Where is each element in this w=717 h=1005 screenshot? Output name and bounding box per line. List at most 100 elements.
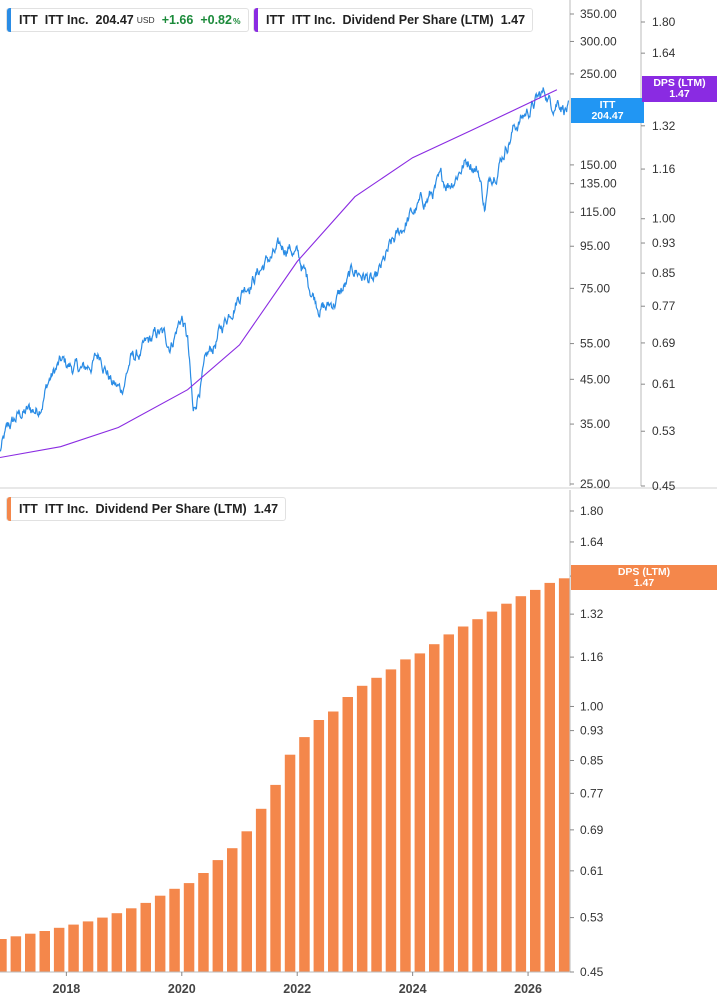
dps-bar-27 [385, 669, 397, 972]
dps-top-tick-label: 0.93 [652, 236, 676, 250]
x-tick-label: 2018 [52, 982, 80, 996]
dps-bar-12 [169, 888, 180, 972]
dps-bottom-tick-label: 0.69 [580, 823, 604, 837]
dps-bar-6 [82, 921, 94, 972]
x-tick-label: 2026 [514, 982, 542, 996]
dps-top-tick-label: 1.80 [652, 15, 676, 29]
dps-bar-29 [414, 653, 426, 972]
dps-bar-21 [299, 737, 310, 972]
legend-price-pct-sign: % [232, 16, 241, 26]
legend-price-value: 204.47 [95, 13, 134, 27]
dps-bar-11 [154, 895, 166, 972]
dps-bar-19 [270, 784, 281, 972]
legend-dps-bottom-ticker: ITT [19, 502, 38, 516]
legend-price-company: ITT Inc. [44, 13, 89, 27]
dps-tag-top-value: 1.47 [669, 88, 690, 100]
price-tag-label: ITT [599, 98, 616, 111]
dps-bottom-tick-label: 0.45 [580, 965, 604, 979]
dps-top-tick-label: 1.64 [652, 46, 676, 60]
dps-bar-31 [443, 634, 454, 972]
dps-tag-bottom-label: DPS (LTM) [617, 565, 671, 578]
legend-dps-top-metric: Dividend Per Share (LTM) [342, 13, 494, 27]
dps-bottom-tick-label: 0.53 [580, 911, 604, 925]
price-tick-label: 300.00 [580, 34, 617, 48]
dps-bar-39 [558, 578, 570, 972]
dps-top-tick-label: 0.77 [652, 299, 676, 313]
dps-bar-26 [371, 677, 382, 972]
dps-bar-4 [53, 927, 65, 972]
dps-bar-16 [227, 848, 238, 972]
dps-bar-37 [530, 589, 541, 972]
dps-bar-32 [457, 626, 469, 972]
dps-bar-13 [183, 883, 195, 972]
dps-bar-5 [68, 924, 79, 972]
dps-bar-25 [356, 685, 368, 972]
dps-tag-bottom-value: 1.47 [633, 576, 655, 589]
dps-bottom-tick-label: 0.85 [580, 754, 604, 768]
dps-bar-10 [140, 902, 151, 972]
price-tick-label: 75.00 [580, 281, 610, 295]
dps-bar-17 [241, 831, 252, 972]
dps-top-tick-label: 1.32 [652, 119, 676, 133]
dps-bottom-tick-label: 1.16 [580, 650, 604, 664]
legend-dps-bottom-company: ITT Inc. [44, 502, 89, 516]
legend-price-change: +1.66 [161, 13, 194, 27]
dps-bar-9 [126, 908, 137, 972]
price-tag: ITT 204.47 [571, 98, 644, 123]
legend-price-ticker: ITT [19, 13, 38, 27]
top-price-pane [0, 87, 570, 459]
price-tick-label: 55.00 [580, 337, 610, 351]
dps-bottom-tick-label: 1.00 [580, 699, 604, 713]
price-tick-label: 250.00 [580, 67, 617, 81]
dps-bar-18 [255, 808, 267, 972]
legend-dps-bottom-metric: Dividend Per Share (LTM) [95, 502, 247, 516]
dps-bar-30 [429, 644, 440, 972]
legend-dps-bottom[interactable]: ITT ITT Inc. Dividend Per Share (LTM) 1.… [6, 497, 287, 521]
dps-bottom-tick-label: 1.80 [580, 504, 604, 518]
dps-bottom-tick-label: 1.64 [580, 535, 604, 549]
dps-tag-top: DPS (LTM) 1.47 [642, 76, 717, 102]
price-tick-label: 25.00 [580, 477, 610, 491]
dps-bar-0 [0, 939, 7, 972]
dps-tag-bottom: DPS (LTM) 1.47 [571, 565, 717, 590]
dps-top-tick-label: 0.85 [652, 266, 676, 280]
dps-bar-24 [342, 697, 353, 972]
legend-dps-top-company: ITT Inc. [291, 13, 336, 27]
legend-dps-bottom-color [7, 497, 11, 521]
dps-bar-15 [212, 860, 224, 972]
price-tick-label: 45.00 [580, 372, 610, 386]
dps-bottom-tick-label: 1.32 [580, 607, 604, 621]
price-tick-label: 115.00 [580, 205, 616, 219]
dps-top-tick-label: 0.69 [652, 336, 676, 350]
dps-bar-8 [111, 913, 123, 972]
legend-dps-top-color [254, 8, 258, 32]
dps-tag-top-label: DPS (LTM) [653, 77, 706, 89]
x-tick-label: 2024 [399, 982, 427, 996]
dps-top-tick-label: 1.16 [652, 162, 676, 176]
dps-bar-14 [198, 873, 209, 972]
legend-dps-bottom-value: 1.47 [253, 502, 279, 516]
legend-price-currency: USD [136, 15, 155, 25]
legend-price-change-pct-value: +0.82 [200, 13, 232, 27]
dps-bar-3 [39, 931, 50, 972]
dps-top-tick-label: 0.53 [652, 424, 676, 438]
x-tick-label: 2022 [283, 982, 311, 996]
dps-bar-28 [400, 659, 411, 972]
price-tick-label: 350.00 [580, 7, 617, 21]
dps-bar-22 [313, 720, 325, 972]
price-tick-label: 150.00 [580, 158, 617, 172]
legend-dps-top-ticker: ITT [266, 13, 285, 27]
legend-dps-top-value: 1.47 [500, 13, 526, 27]
dps-bar-35 [501, 603, 512, 972]
dps-bar-34 [486, 611, 498, 972]
legend-price[interactable]: ITT ITT Inc. 204.47 USD +1.66 +0.82% [6, 8, 249, 32]
dps-bar-38 [544, 582, 555, 972]
dps-bottom-tick-label: 0.77 [580, 786, 604, 800]
legend-dps-top[interactable]: ITT ITT Inc. Dividend Per Share (LTM) 1.… [253, 8, 534, 32]
dps-bar-7 [97, 917, 108, 972]
dps-bar-1 [10, 936, 22, 972]
price-tick-label: 95.00 [580, 239, 610, 253]
price-line [0, 87, 570, 452]
